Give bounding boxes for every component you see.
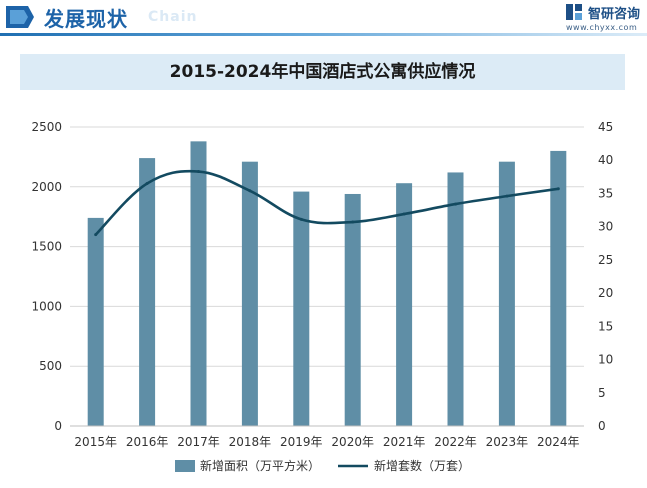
bar bbox=[293, 191, 310, 426]
x-tick-label: 2020年 bbox=[331, 435, 374, 449]
y-right-tick-label: 20 bbox=[598, 286, 613, 300]
line-point bbox=[454, 202, 457, 206]
chart-title-box: 2015-2024年中国酒店式公寓供应情况 bbox=[20, 54, 625, 90]
line-point bbox=[505, 194, 509, 198]
y-right-tick-label: 10 bbox=[598, 353, 613, 367]
y-left-tick-label: 2500 bbox=[31, 120, 62, 134]
line-point bbox=[197, 170, 200, 174]
bar bbox=[87, 217, 104, 426]
x-tick-label: 2022年 bbox=[434, 435, 477, 449]
y-right-tick-label: 15 bbox=[598, 319, 613, 333]
section-title: 发展现状 bbox=[44, 7, 128, 31]
line-point bbox=[248, 189, 252, 193]
line-point bbox=[351, 220, 355, 224]
y-left-tick-label: 0 bbox=[54, 419, 62, 433]
bar bbox=[447, 172, 464, 426]
line-point bbox=[299, 217, 303, 221]
bar bbox=[396, 183, 413, 426]
x-tick-label: 2021年 bbox=[383, 435, 426, 449]
brand-url: www.chyxx.com bbox=[566, 23, 638, 32]
x-tick-label: 2024年 bbox=[537, 435, 580, 449]
x-tick-label: 2015年 bbox=[74, 435, 117, 449]
legend-swatch-bar bbox=[175, 460, 195, 472]
y-right-tick-label: 30 bbox=[598, 220, 613, 234]
y-right-tick-label: 0 bbox=[598, 419, 606, 433]
brand-name: 智研咨询 bbox=[588, 7, 641, 22]
bar bbox=[139, 158, 156, 426]
y-right-tick-label: 35 bbox=[598, 186, 613, 200]
x-tick-label: 2023年 bbox=[486, 435, 529, 449]
x-tick-label: 2019年 bbox=[280, 435, 323, 449]
bar bbox=[498, 161, 515, 426]
x-tick-label: 2017年 bbox=[177, 435, 220, 449]
bar bbox=[241, 161, 258, 426]
section-ghost-text: Chain bbox=[148, 9, 198, 25]
bar bbox=[344, 193, 361, 426]
y-left-tick-label: 1000 bbox=[31, 299, 62, 313]
y-right-tick-label: 25 bbox=[598, 253, 613, 267]
bar bbox=[550, 150, 567, 427]
line-point bbox=[402, 212, 406, 216]
header-accent-line bbox=[0, 33, 647, 36]
legend-label-line: 新增套数（万套） bbox=[374, 458, 470, 473]
y-right-tick-label: 5 bbox=[598, 386, 606, 400]
chart-title: 2015-2024年中国酒店式公寓供应情况 bbox=[169, 62, 476, 82]
y-left-tick-label: 1500 bbox=[31, 240, 62, 254]
y-right-tick-label: 45 bbox=[598, 120, 613, 134]
y-right-tick-label: 40 bbox=[598, 153, 613, 167]
brand-logo-icon bbox=[566, 4, 582, 20]
line-point bbox=[94, 233, 98, 237]
x-tick-label: 2018年 bbox=[229, 435, 272, 449]
bar bbox=[190, 141, 207, 427]
line-point bbox=[145, 181, 149, 185]
y-left-tick-label: 500 bbox=[39, 359, 62, 373]
y-left-tick-label: 2000 bbox=[31, 180, 62, 194]
header-bar: 发展现状 Chain 智研咨询 www.chyxx.com bbox=[0, 0, 647, 34]
line-point bbox=[556, 187, 560, 191]
legend-label-bar: 新增面积（万平方米） bbox=[200, 458, 320, 473]
header-flag-icon bbox=[6, 6, 34, 28]
x-tick-label: 2016年 bbox=[126, 435, 169, 449]
series-line bbox=[94, 169, 559, 236]
